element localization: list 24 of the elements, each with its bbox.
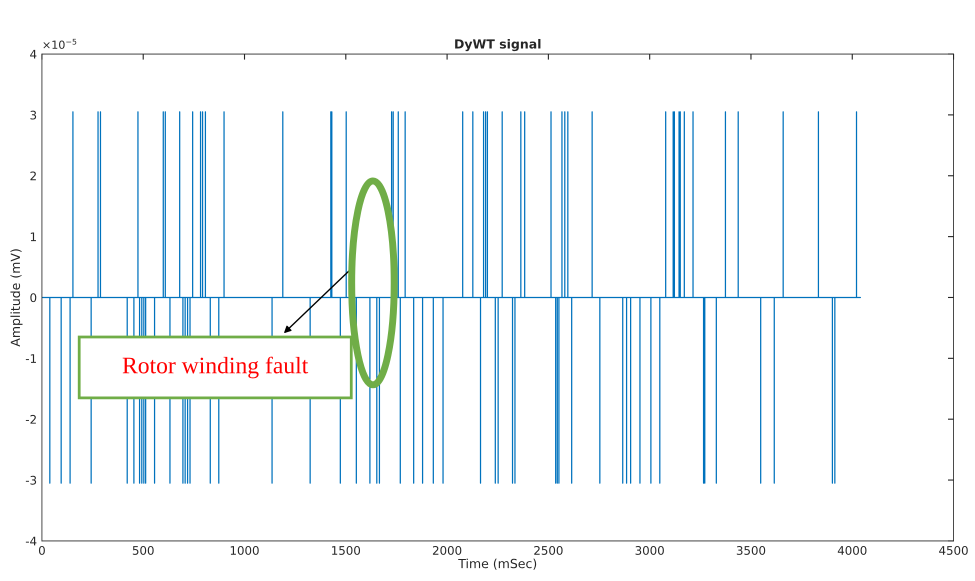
y-tick-label: -2 <box>26 414 36 424</box>
y-tick-label: 3 <box>30 110 36 120</box>
y-tick-label: -3 <box>26 476 36 485</box>
x-tick-label: 4000 <box>838 546 866 555</box>
x-axis-title: Time (mSec) <box>458 558 536 570</box>
x-tick-label: 3000 <box>636 546 664 555</box>
x-tick-label: 500 <box>132 546 154 555</box>
y-tick-label: 4 <box>30 50 36 59</box>
x-tick-label: 3500 <box>736 546 766 555</box>
x-tick-label: 1500 <box>332 546 360 555</box>
y-tick-label: 1 <box>30 232 36 242</box>
x-tick-label: 4500 <box>939 546 968 555</box>
y-tick-label: 2 <box>30 171 36 180</box>
chart-title: DyWT signal <box>455 38 540 52</box>
x-tick-label: 2000 <box>432 546 462 555</box>
x-tick-label: 2500 <box>534 546 563 555</box>
annotation: Rotor winding fault <box>122 356 308 378</box>
x-tick-label: 1000 <box>230 546 259 555</box>
text: ×10$^{−5}$ <box>43 38 76 49</box>
y-tick-label: -1 <box>26 354 36 363</box>
y-axis-title: Amplitude (mV) <box>10 249 23 347</box>
y-tick-label: -4 <box>26 536 36 546</box>
y-tick-label: 0 <box>30 293 36 302</box>
x-tick-label: 0 <box>38 546 45 555</box>
